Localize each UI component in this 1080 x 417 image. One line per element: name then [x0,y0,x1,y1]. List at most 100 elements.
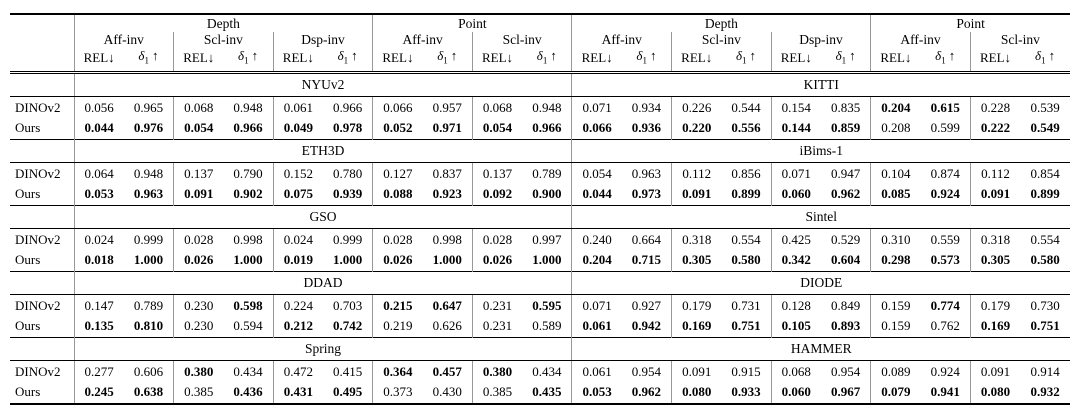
value-cell: 0.751 [1030,317,1060,333]
value-cell: 0.159 [870,294,921,315]
value-cell: 0.222 [969,116,1021,140]
paper-page: Depth Point Depth Point Aff-inv Scl-inv Dsp-in… [10,13,1070,405]
value-cell: 1.000 [333,251,363,267]
value-cell: 0.091 [671,360,722,381]
value-cell: 0.899 [1030,185,1060,201]
value-cell: 0.068 [770,360,821,381]
value-cell: 0.703 [333,297,363,313]
value-cell: 0.941 [930,383,960,399]
value-cell: 0.998 [432,231,462,247]
delta-subscript: 1 [343,55,349,66]
value-cell: 0.932 [1030,383,1060,399]
dataset-title-right: Sintel [571,204,1070,229]
up-arrow-icon: ↑ [251,48,259,63]
value-cell: 0.967 [830,383,861,399]
value-cell: 0.060 [770,380,821,404]
metric-rel-cell: REL↓ [372,48,423,74]
value-cell: 0.018 [73,248,124,272]
metric-rel-cell: REL↓ [471,48,523,74]
metric-delta-cell: δ1 ↑ [522,48,572,74]
value-cell: 0.849 [830,297,861,313]
value-cell: 0.380 [471,360,523,381]
value-cell: 1.000 [133,251,164,267]
value-cell: 0.089 [870,360,921,381]
value-cell: 0.554 [731,231,761,247]
delta-subscript: 1 [941,55,946,66]
value-cell: 0.044 [571,182,622,206]
value-cell: 0.626 [432,317,462,333]
value-cell: 0.934 [631,99,662,115]
value-cell: 0.075 [272,182,323,206]
value-cell: 0.835 [830,99,861,115]
value-cell: 0.431 [272,380,323,404]
value-cell: 0.978 [333,119,363,135]
metric-delta-cell: δ1 ↑ [920,48,971,74]
value-cell: 0.092 [471,182,523,206]
metric-delta-cell: δ1 ↑ [322,48,373,74]
value-cell: 0.966 [333,99,363,115]
value-cell: 0.789 [532,165,562,181]
metric-rel-cell: REL↓ [969,48,1021,74]
value-cell: 0.914 [1030,363,1060,379]
value-cell: 0.924 [930,185,960,201]
metric-rel-cell: REL↓ [173,48,224,74]
value-cell: 0.874 [930,165,960,181]
dataset-title-spacer [10,336,74,361]
value-cell: 0.434 [532,363,562,379]
value-cell: 0.436 [233,383,263,399]
value-cell: 0.342 [770,248,821,272]
value-cell: 0.976 [133,119,164,135]
value-cell: 0.080 [969,380,1021,404]
results-table: Depth Point Depth Point Aff-inv Scl-inv Dsp-in… [10,13,1070,405]
value-cell: 0.472 [272,360,323,381]
value-cell: 0.544 [731,99,761,115]
value-cell: 0.128 [770,294,821,315]
metric-delta-cell: δ1 ↑ [123,48,174,74]
value-cell: 0.231 [471,294,523,315]
value-cell: 0.495 [333,383,363,399]
value-cell: 0.573 [930,251,960,267]
group-header-depth-2: Depth [571,14,871,32]
value-cell: 0.112 [969,162,1021,183]
delta-symbol: δ [735,48,743,63]
method-label: DINOv2 [15,231,61,247]
inv-header-cell: Aff-inv [571,32,672,48]
inv-header-cell: Aff-inv [73,32,174,48]
value-cell: 0.137 [173,162,224,183]
metric-rel-cell: REL↓ [73,48,124,74]
value-cell: 0.948 [133,165,164,181]
metric-delta-cell: δ1 ↑ [820,48,871,74]
inv-header-cell: Aff-inv [870,32,971,48]
value-cell: 0.144 [770,116,821,140]
value-cell: 0.112 [671,162,722,183]
delta-symbol: δ [437,48,444,63]
value-cell: 0.204 [870,96,921,117]
method-label: DINOv2 [15,363,61,379]
value-cell: 0.556 [731,119,761,135]
value-cell: 0.104 [870,162,921,183]
value-cell: 0.927 [631,297,662,313]
value-cell: 0.085 [870,182,921,206]
up-arrow-icon: ↑ [550,48,557,63]
value-cell: 0.305 [671,248,722,272]
value-cell: 0.080 [671,380,722,404]
value-cell: 0.169 [671,314,722,338]
delta-subscript: 1 [1041,55,1046,66]
value-cell: 0.105 [770,314,821,338]
value-cell: 0.079 [870,380,921,404]
value-cell: 0.071 [571,96,622,117]
value-cell: 1.000 [532,251,562,267]
value-cell: 0.026 [173,248,224,272]
value-cell: 0.859 [830,119,861,135]
value-cell: 0.054 [571,162,622,183]
dataset-title-right: DIODE [571,270,1070,295]
value-cell: 0.298 [870,248,921,272]
group-header-point-1: Point [372,14,572,32]
value-cell: 0.088 [372,182,423,206]
value-cell: 0.066 [571,116,622,140]
method-label: DINOv2 [15,165,61,181]
value-cell: 0.973 [631,185,662,201]
value-cell: 0.364 [372,360,423,381]
metric-delta-cell: δ1 ↑ [1020,48,1070,74]
value-cell: 0.731 [731,297,761,313]
